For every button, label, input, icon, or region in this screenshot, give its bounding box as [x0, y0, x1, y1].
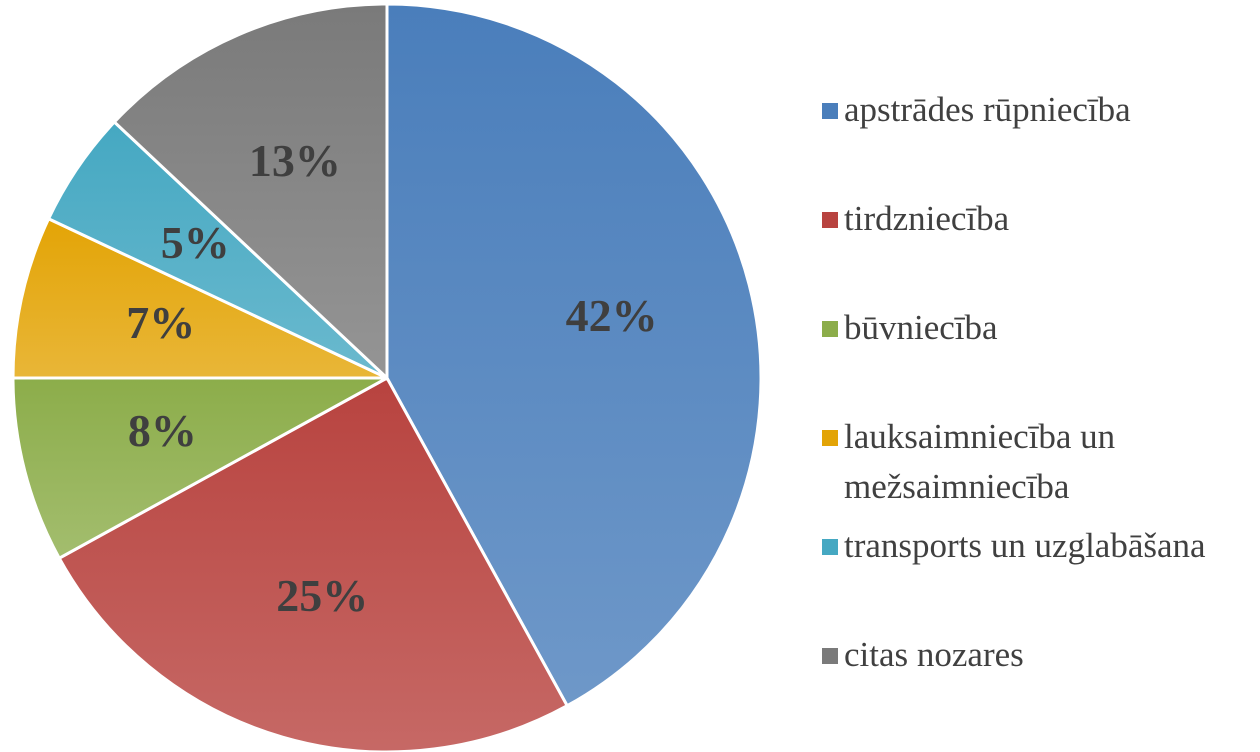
data-label: 8% [128, 405, 197, 456]
pie-slice [11, 216, 388, 380]
legend-item: tirdzniecība [822, 194, 1252, 303]
legend-label: tirdzniecība [844, 199, 1010, 238]
pie-slice [112, 2, 389, 382]
legend-item: lauksaimniecība un mežsaimniecība [822, 412, 1252, 521]
pie-slice [385, 2, 763, 708]
legend-label: apstrādes rūpniecība [844, 90, 1131, 129]
data-label: 5% [161, 217, 230, 268]
legend-swatch [822, 539, 838, 555]
legend-swatch [822, 648, 838, 664]
legend-label: būvniecība [844, 308, 998, 347]
data-label: 7% [126, 297, 195, 348]
chart: 42% 25% 8% 7% 5% 13% [11, 2, 763, 752]
legend-item: apstrādes rūpniecība [822, 85, 1252, 194]
legend-swatch [822, 321, 838, 337]
legend-label: citas nozares [844, 635, 1024, 674]
pie-slice [11, 376, 388, 561]
legend-item: būvniecība [822, 303, 1252, 412]
data-label: 42% [566, 290, 658, 341]
pie-slice [57, 375, 570, 752]
data-label: 25% [276, 570, 368, 621]
legend-swatch [822, 212, 838, 228]
legend-label: lauksaimniecība un mežsaimniecība [844, 417, 1116, 506]
legend-item: transports un uzglabāšana [822, 521, 1252, 630]
legend-label: transports un uzglabāšana [844, 526, 1206, 565]
data-label: 13% [249, 135, 341, 186]
legend-item: citas nozares [822, 630, 1252, 739]
legend: apstrādes rūpniecība tirdzniecība būvniecī… [822, 85, 1252, 739]
legend-swatch [822, 103, 838, 119]
legend-swatch [822, 430, 838, 446]
